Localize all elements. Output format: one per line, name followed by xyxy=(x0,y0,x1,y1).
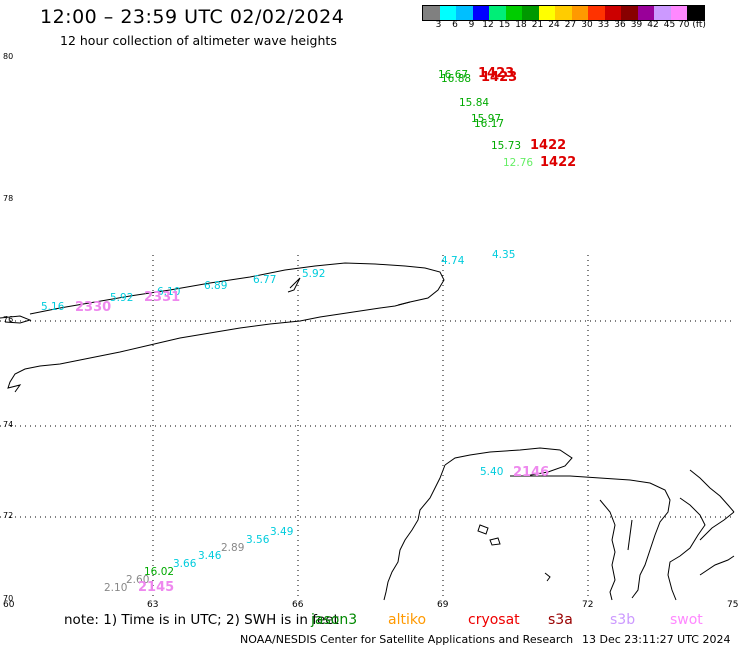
pass-time-label: 2330 xyxy=(75,300,112,315)
wave-height-reading: 15.97 xyxy=(471,113,502,125)
colorbar-swatch xyxy=(571,6,588,20)
colorbar-tick-label: 6 xyxy=(452,20,458,30)
lat-label: 74 xyxy=(3,420,14,429)
wave-height-reading: 6.10 xyxy=(157,286,181,298)
colorbar-swatch xyxy=(555,6,572,20)
footer-credit: NOAA/NESDIS Center for Satellite Applica… xyxy=(240,633,574,646)
wave-height-reading: 4.35 xyxy=(492,249,516,261)
map-subtitle: 12 hour collection of altimeter wave hei… xyxy=(60,33,337,48)
lat-label: 72 xyxy=(3,511,14,520)
lat-label: 78 xyxy=(3,194,14,203)
pass-time-label: 2145 xyxy=(138,580,175,595)
lat-label: 70 xyxy=(3,594,14,603)
pass-time-label: 2146 xyxy=(513,465,550,480)
colorbar-swatch xyxy=(687,6,704,20)
colorbar-swatch xyxy=(522,6,539,20)
generated-timestamp: 13 Dec 23:11:27 UTC 2024 xyxy=(582,633,731,646)
units-note: note: 1) Time is in UTC; 2) SWH is in fe… xyxy=(64,612,339,628)
colorbar-swatch xyxy=(654,6,671,20)
legend-s3b: s3b xyxy=(610,612,636,628)
wave-height-reading: 16.02 xyxy=(144,566,175,578)
pass-time-label: 1422 xyxy=(540,155,577,170)
pass-time-label: 1422 xyxy=(530,138,567,153)
colorbar-swatch xyxy=(604,6,621,20)
wave-height-reading: 2.10 xyxy=(104,582,128,594)
legend-altiko: altiko xyxy=(388,612,427,628)
colorbar-tick-label: 30 xyxy=(581,20,593,30)
pass-time-label: 1423 xyxy=(481,70,518,85)
wave-height-reading: 2.89 xyxy=(221,542,245,554)
colorbar-swatch xyxy=(588,6,605,20)
wave-height-reading: 3.46 xyxy=(198,550,222,562)
colorbar-swatch xyxy=(456,6,473,20)
colorbar-tick-label: 42 xyxy=(647,20,659,30)
wave-height-reading: 5.92 xyxy=(110,292,134,304)
wave-height-reading: 15.73 xyxy=(491,140,522,152)
lat-label: 76 xyxy=(3,315,14,324)
wave-height-reading: 15.84 xyxy=(459,97,490,109)
lat-label: 80 xyxy=(3,52,14,61)
colorbar-tick-label: 3 xyxy=(435,20,442,30)
colorbar-swatch xyxy=(439,6,456,20)
lon-label: 75 xyxy=(727,600,739,610)
coastline xyxy=(0,262,735,601)
colorbar-tick-label: 45 xyxy=(663,20,676,30)
wave-height-reading: 5.40 xyxy=(480,466,504,478)
colorbar-tick-label: 33 xyxy=(597,20,610,30)
colorbar-swatch xyxy=(423,6,440,20)
map-title: 12:00 – 23:59 UTC 02/02/2024 xyxy=(40,6,345,28)
wave-height-reading: 5.16 xyxy=(41,301,65,313)
legend-cryosat: cryosat xyxy=(468,612,520,628)
wave-height-colorbar xyxy=(422,5,705,21)
wave-height-reading: 6.89 xyxy=(204,280,228,292)
colorbar-swatch xyxy=(637,6,654,20)
colorbar-swatch xyxy=(489,6,506,20)
wave-height-reading: 16.88 xyxy=(441,73,472,85)
colorbar-tick-label: 24 xyxy=(548,20,560,30)
lon-label: 66 xyxy=(292,600,304,610)
wave-height-reading: 4.74 xyxy=(441,255,465,267)
lon-label: 63 xyxy=(147,600,159,610)
wave-height-reading: 3.56 xyxy=(246,534,270,546)
pass-time-label: 2331 xyxy=(144,290,181,305)
pass-time-label: 1423 xyxy=(478,66,515,81)
colorbar-tick-label: 12 xyxy=(482,20,494,30)
legend-swot: swot xyxy=(670,612,703,628)
colorbar-tick-label: 27 xyxy=(564,20,577,30)
wave-height-reading: 6.77 xyxy=(253,274,277,286)
legend-s3a: s3a xyxy=(548,612,573,628)
wave-height-reading: 16.67 xyxy=(438,69,469,81)
lon-label: 72 xyxy=(582,600,594,610)
colorbar-tick-label: 18 xyxy=(515,20,527,30)
wave-height-reading: 5.92 xyxy=(302,268,326,280)
colorbar-swatch xyxy=(538,6,555,20)
colorbar-swatch xyxy=(505,6,522,20)
colorbar-tick-label: 15 xyxy=(498,20,511,30)
wave-height-reading: 16.17 xyxy=(474,118,505,130)
lon-label: 69 xyxy=(437,600,449,610)
colorbar-swatch xyxy=(670,6,687,20)
colorbar-tick-label: 21 xyxy=(531,20,544,30)
lon-label: 60 xyxy=(3,600,15,610)
wave-height-reading: 12.76 xyxy=(503,157,534,169)
colorbar-tick-label: 9 xyxy=(468,20,475,30)
colorbar-swatch xyxy=(621,6,638,20)
wave-height-reading: 2.60 xyxy=(126,574,150,586)
wave-height-reading: 3.49 xyxy=(270,526,294,538)
colorbar-tick-label: 39 xyxy=(630,20,643,30)
colorbar-tick-label: 36 xyxy=(614,20,626,30)
colorbar-swatch xyxy=(472,6,489,20)
wave-height-reading: 3.66 xyxy=(173,558,197,570)
legend-jason3: jason3 xyxy=(311,612,358,628)
colorbar-tick-label: 70 (ft) xyxy=(678,20,706,30)
